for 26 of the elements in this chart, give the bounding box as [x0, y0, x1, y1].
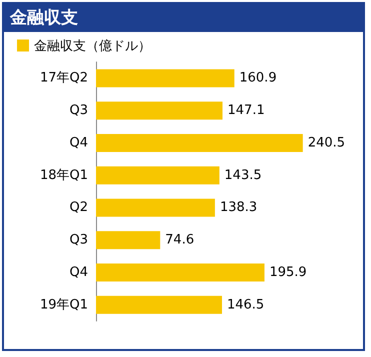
data-label: 143.5 [224, 168, 262, 183]
data-label: 147.1 [228, 103, 265, 118]
y-tick-label: Q3 [69, 103, 88, 118]
y-tick-label: Q4 [69, 135, 88, 150]
chart-title: 金融収支 [4, 4, 363, 32]
bar [96, 166, 220, 184]
data-label: 195.9 [269, 264, 307, 280]
bar [96, 69, 234, 88]
y-tick-label: Q4 [69, 264, 88, 280]
data-label: 74.6 [165, 232, 194, 248]
y-tick-label: 19年Q1 [40, 297, 88, 312]
bar [96, 198, 215, 217]
bar [96, 296, 222, 314]
y-tick-label: 18年Q1 [40, 168, 88, 183]
data-label: 240.5 [308, 135, 346, 150]
data-label: 160.9 [239, 70, 277, 86]
y-tick-label: Q2 [69, 200, 88, 216]
y-tick-label: Q3 [69, 232, 88, 248]
y-tick-label: 17年Q2 [40, 70, 88, 86]
legend-label: 金融収支（億ドル） [34, 38, 151, 53]
bar [96, 134, 303, 152]
bar [96, 102, 223, 120]
bar [96, 263, 264, 282]
bar [96, 231, 160, 250]
data-label: 146.5 [226, 297, 264, 312]
data-label: 138.3 [220, 200, 258, 216]
